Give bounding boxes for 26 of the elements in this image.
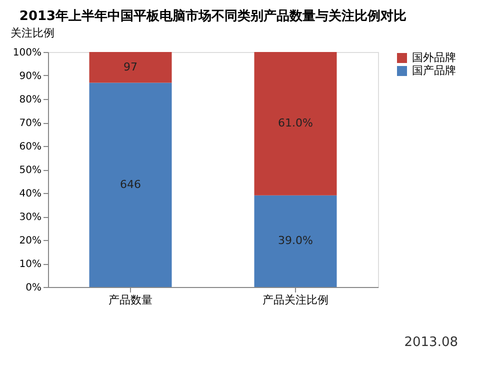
data-label: 39.0% [278, 234, 313, 248]
legend-label: 国外品牌 [412, 51, 456, 64]
chart-title: 2013年上半年中国平板电脑市场不同类别产品数量与关注比例对比 [19, 8, 407, 24]
bar [254, 52, 337, 196]
legend-label: 国产品牌 [412, 64, 456, 77]
y-tick-label: 0% [26, 282, 42, 294]
y-tick-label: 70% [19, 118, 42, 129]
y-tick-label: 80% [19, 94, 42, 106]
bar [89, 52, 172, 83]
y-tick-label: 60% [19, 142, 42, 152]
y-tick-label: 20% [19, 236, 42, 246]
bar [254, 195, 337, 287]
bar [89, 82, 172, 287]
x-tick-label: 产品数量 [108, 294, 152, 306]
y-tick-label: 30% [19, 212, 42, 223]
annotation: 646 [120, 178, 141, 191]
text: 2013.08 [404, 335, 458, 350]
x-tick-label: 产品关注比例 [262, 294, 328, 306]
y-axis-title: 关注比例 [10, 26, 54, 40]
y-tick-label: 90% [19, 71, 42, 82]
y-tick-label: 10% [19, 259, 42, 270]
annotation: 97 [124, 60, 138, 74]
y-tick-label: 50% [19, 165, 42, 176]
y-tick-label: 100% [12, 48, 42, 58]
data-label: 61.0% [278, 116, 313, 130]
y-tick-label: 40% [19, 188, 42, 200]
